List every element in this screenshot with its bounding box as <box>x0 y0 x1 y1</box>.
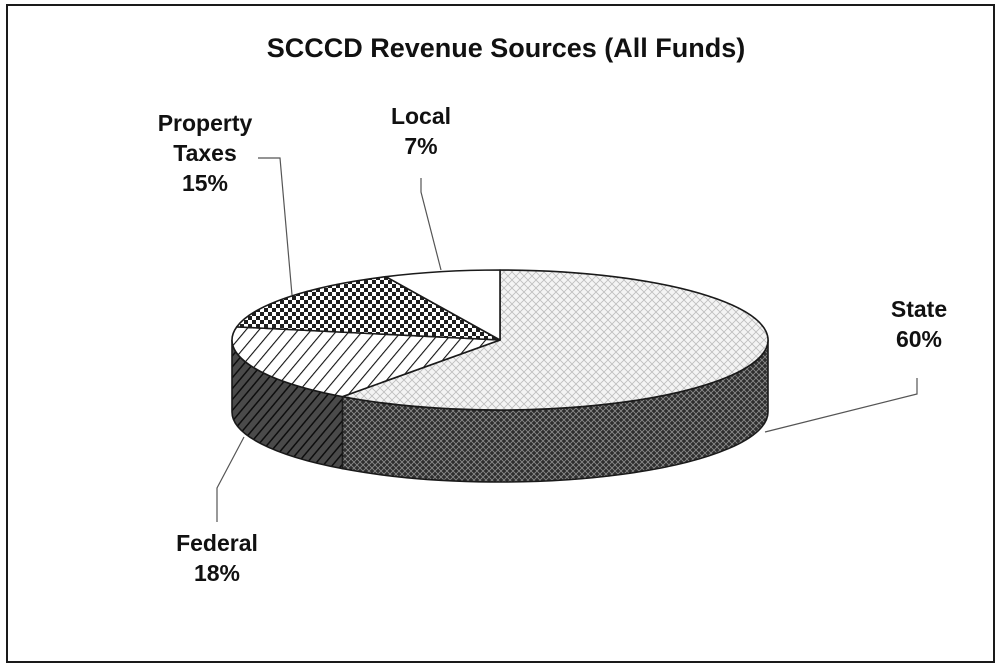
pie-slice-federal <box>231 326 501 398</box>
pie-slice-property-taxes <box>235 275 501 341</box>
slice-label-property-taxes-name: Property <box>158 110 253 136</box>
chart-title: SCCCD Revenue Sources (All Funds) <box>267 33 746 63</box>
pie-slice-local <box>385 269 501 341</box>
slice-label-state-pct: 60% <box>896 326 942 352</box>
slice-label-local-name: Local <box>391 103 451 129</box>
slice-label-federal-pct: 18% <box>194 560 240 586</box>
leader-line-federal <box>216 436 245 522</box>
leader-line-state <box>764 378 918 433</box>
slice-label-federal-name: Federal <box>176 530 258 556</box>
slice-label-state-name: State <box>891 296 947 322</box>
pie-tops <box>231 269 769 411</box>
slice-label-local-pct: 7% <box>404 133 437 159</box>
slice-label-property-taxes-pct: 15% <box>182 170 228 196</box>
pie-slice-state <box>341 269 769 411</box>
slice-labels: State 60% Federal 18% Property Taxes 15% Local 7… <box>158 103 947 586</box>
slice-label-property-taxes-name: Taxes <box>173 140 237 166</box>
leader-line-property-taxes <box>258 157 293 296</box>
leader-lines <box>216 157 918 522</box>
leader-line-local <box>420 178 442 271</box>
